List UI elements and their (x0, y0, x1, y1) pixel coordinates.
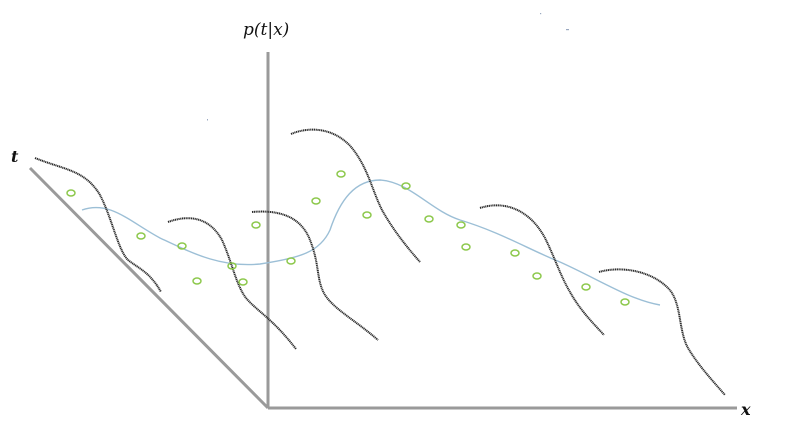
data-point (251, 221, 261, 229)
data-point (401, 182, 411, 190)
distribution-curve (290, 128, 421, 263)
distribution-curve (34, 157, 162, 293)
data-point (136, 232, 146, 240)
speck (207, 119, 208, 121)
depth-axis-label: t (11, 147, 19, 166)
data-point (581, 283, 591, 291)
data-point (362, 211, 372, 219)
data-point (311, 197, 321, 205)
regression-curve (81, 179, 661, 306)
distribution-curve (167, 217, 297, 350)
speck (540, 13, 542, 15)
data-points (66, 170, 630, 306)
horizontal-axis-label: x (740, 400, 751, 419)
data-point (424, 215, 434, 223)
data-point (177, 242, 187, 250)
data-point (461, 243, 471, 251)
distribution-curve (479, 204, 605, 336)
data-point (510, 249, 520, 257)
data-point (620, 298, 630, 306)
data-point (532, 272, 542, 280)
data-point (336, 170, 346, 178)
data-point (238, 278, 248, 286)
data-point (192, 277, 202, 285)
distribution-curve (251, 210, 379, 341)
data-point (66, 189, 76, 197)
conditional-distributions (34, 128, 726, 396)
speck (566, 29, 569, 31)
data-point (456, 221, 466, 229)
data-point (286, 257, 296, 265)
scan-specks (207, 13, 569, 121)
axes (28, 52, 737, 410)
distribution-curve (598, 268, 726, 396)
depth-axis (28, 166, 270, 410)
vertical-axis-label: p(t|x) (243, 20, 289, 40)
data-point (227, 262, 237, 270)
